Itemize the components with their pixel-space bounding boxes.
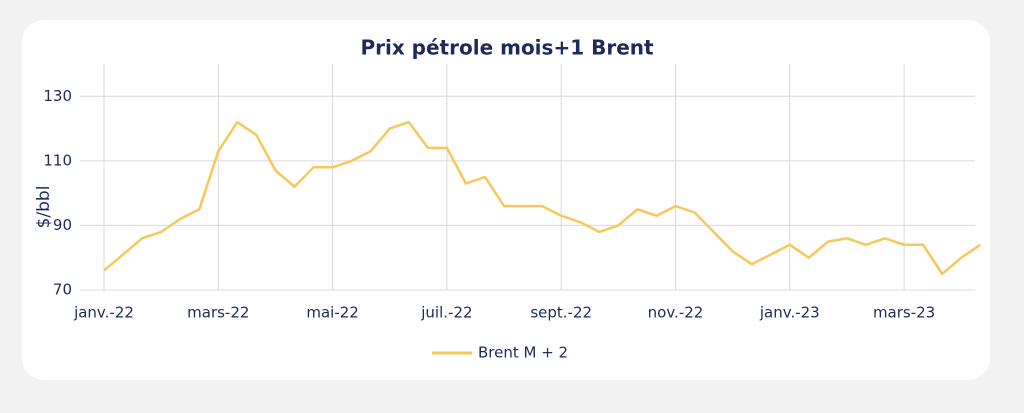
x-tick-label: mars-22: [187, 304, 249, 322]
legend-label: Brent M + 2: [478, 344, 568, 362]
x-tick-label: juil.-22: [420, 304, 472, 322]
y-axis-label: $/bbl: [34, 186, 54, 229]
plot: 70 90 110 130 janv.-22 mars-22 mai-22 juil.-22 s…: [43, 64, 982, 362]
x-tick-label: mai-22: [306, 304, 358, 322]
y-tick-label: 110: [43, 151, 72, 169]
x-tick-label: sept.-22: [530, 304, 592, 322]
x-tick-label: mars-23: [873, 304, 935, 322]
x-tick-label: janv.-22: [73, 304, 134, 322]
y-tick-label: 130: [43, 87, 72, 105]
line: [103, 120, 982, 276]
y-tick-label: 70: [53, 281, 72, 299]
y-tick-label: 90: [53, 216, 72, 234]
x-tick-label: janv.-23: [759, 304, 820, 322]
x-tick-label: nov.-22: [648, 304, 704, 322]
chart-title: Prix pétrole mois+1 Brent: [360, 36, 654, 60]
card: [22, 20, 990, 380]
